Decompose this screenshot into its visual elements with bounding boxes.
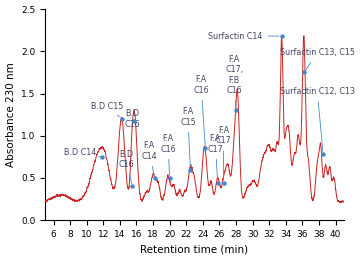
Text: F.A
C14: F.A C14: [141, 141, 157, 175]
Text: F.A
C16: F.A C16: [193, 75, 209, 146]
Text: F.A
C17: F.A C17: [207, 134, 223, 180]
Text: F.A
C15: F.A C15: [180, 107, 196, 167]
Text: Surfactin C12, C13: Surfactin C12, C13: [280, 87, 355, 152]
Text: F.A
C17,
F.B
C16: F.A C17, F.B C16: [225, 55, 243, 108]
Text: B.D
C16: B.D C16: [119, 150, 134, 184]
Text: Surfactin C14: Surfactin C14: [208, 31, 279, 41]
Text: B.D
C16: B.D C16: [125, 109, 140, 128]
Y-axis label: Absorbance 230 nm: Absorbance 230 nm: [5, 62, 16, 167]
Text: F.A
C17: F.A C17: [216, 126, 231, 180]
Text: B.D C15: B.D C15: [91, 102, 123, 117]
Text: F.A
C16: F.A C16: [160, 134, 176, 175]
X-axis label: Retention time (min): Retention time (min): [140, 244, 249, 255]
Text: Surfactin C13, C15: Surfactin C13, C15: [280, 48, 355, 70]
Text: B.D C14: B.D C14: [64, 148, 102, 157]
